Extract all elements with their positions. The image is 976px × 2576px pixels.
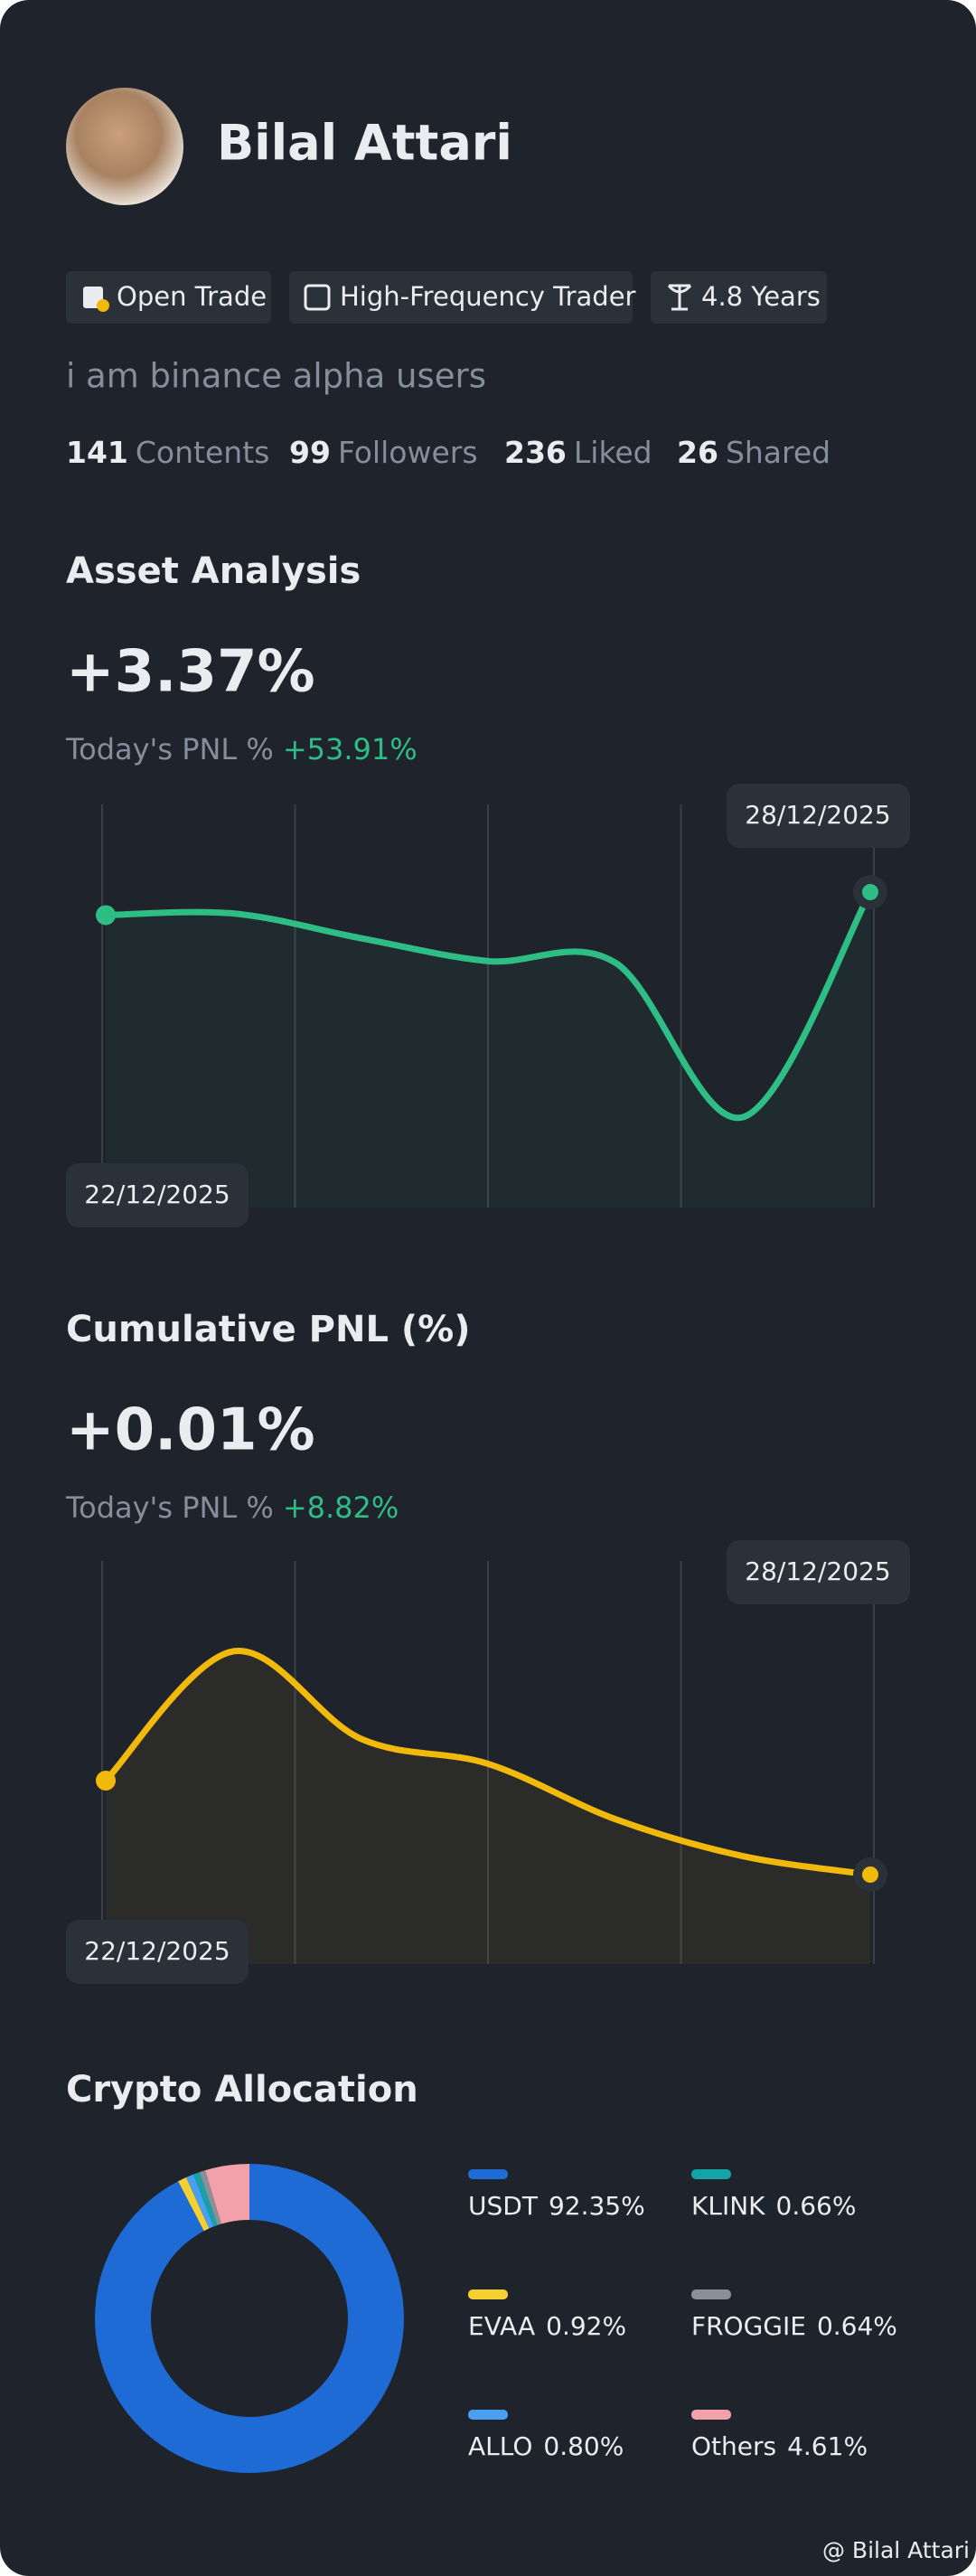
pnl-label: Today's PNL %	[65, 732, 274, 766]
tag: High-Frequency Trader	[340, 281, 636, 312]
stat-label: Shared	[726, 435, 831, 470]
stat-label: Contents	[136, 435, 269, 470]
legend-name: KLINK	[691, 2191, 765, 2221]
tag-icon	[304, 284, 331, 311]
date-label: 22/12/2025	[84, 1180, 230, 1209]
date-bubble	[727, 784, 910, 848]
legend-value: 92.35%	[549, 2191, 645, 2221]
line	[102, 888, 874, 1122]
legend-name: Others	[691, 2431, 776, 2461]
section-title: Cumulative PNL (%)	[66, 1309, 471, 1350]
date-label: 28/12/2025	[745, 1556, 890, 1586]
pie-slice	[186, 2174, 214, 2229]
tag-icon	[667, 284, 692, 311]
area	[106, 1650, 870, 1964]
legend-swatch	[691, 2169, 731, 2179]
pie-slice	[95, 2164, 405, 2473]
pnl-label: Today's PNL %	[65, 1490, 274, 1525]
stat-value: 141	[66, 435, 128, 470]
section-title: Crypto Allocation	[66, 2069, 418, 2111]
legend-entry: USDT 92.35%	[468, 2191, 645, 2221]
footer: @ Bilal Attari	[822, 2537, 970, 2563]
stat: 99 Followers	[289, 435, 478, 470]
legend-swatch	[691, 2289, 731, 2299]
headline-value: +3.37%	[66, 639, 315, 706]
legend-name: EVAA	[468, 2311, 535, 2341]
tag-bg	[66, 271, 271, 324]
date-label: 22/12/2025	[84, 1936, 230, 1966]
date-bubble	[66, 1920, 249, 1984]
start-dot	[96, 1771, 116, 1791]
stat-value: 236	[504, 435, 567, 470]
date-bubble	[66, 1163, 249, 1227]
legend-name: FROGGIE	[691, 2311, 806, 2341]
legend-entry: ALLO 0.80%	[468, 2431, 624, 2461]
stat-label: Followers	[338, 435, 478, 470]
pie-slice	[199, 2170, 221, 2225]
tags: Open Trade High-Frequency Trader 4.8 Yea…	[66, 271, 827, 324]
legend-entry: Others 4.61%	[691, 2431, 868, 2461]
end-dot	[862, 1866, 878, 1883]
date-label: 28/12/2025	[745, 800, 890, 830]
legend-value: 0.64%	[817, 2311, 897, 2341]
tag: 4.8 Years	[701, 281, 821, 312]
avatar[interactable]	[66, 88, 183, 205]
legend-swatch	[468, 2169, 508, 2179]
stat-value: 26	[677, 435, 718, 470]
date-bubble	[727, 1540, 910, 1604]
stat: 26 Shared	[677, 435, 831, 470]
line	[102, 1648, 874, 1878]
legend-entry: EVAA 0.92%	[468, 2311, 626, 2341]
stat: 236 Liked	[504, 435, 652, 470]
area	[106, 892, 870, 1208]
pie-slice	[178, 2176, 210, 2232]
legend-entry: FROGGIE 0.64%	[691, 2311, 897, 2341]
section-title: Asset Analysis	[66, 550, 361, 592]
end-dot	[862, 884, 878, 900]
pie-slice	[205, 2164, 249, 2224]
legend-swatch	[468, 2289, 508, 2299]
pnl-note: Today's PNL % +53.91%	[65, 732, 418, 766]
pnl-note: Today's PNL % +8.82%	[65, 1490, 399, 1525]
legend-value: 0.92%	[546, 2311, 626, 2341]
legend-value: 0.80%	[543, 2431, 624, 2461]
legend-value: 0.66%	[776, 2191, 857, 2221]
tag: Open Trade	[117, 281, 267, 312]
legend-entry: KLINK 0.66%	[691, 2191, 856, 2221]
pnl-value: +8.82%	[283, 1490, 399, 1525]
tag-bg	[651, 271, 827, 324]
user-name: Bilal Attari	[217, 115, 512, 172]
pnl-value: +53.91%	[283, 732, 418, 766]
legend-swatch	[691, 2410, 731, 2420]
pie-slice	[192, 2172, 218, 2227]
stat: 141 Contents	[66, 435, 269, 470]
tag-bg	[289, 271, 633, 324]
legend-value: 4.61%	[787, 2431, 868, 2461]
stat-value: 99	[289, 435, 331, 470]
legend-name: ALLO	[468, 2431, 532, 2461]
bio: i am binance alpha users	[66, 357, 486, 396]
tag-icon	[97, 299, 109, 312]
stat-label: Liked	[574, 435, 652, 470]
headline-value: +0.01%	[66, 1397, 315, 1464]
legend-name: USDT	[468, 2191, 539, 2221]
start-dot	[96, 905, 116, 926]
legend-swatch	[468, 2410, 508, 2420]
